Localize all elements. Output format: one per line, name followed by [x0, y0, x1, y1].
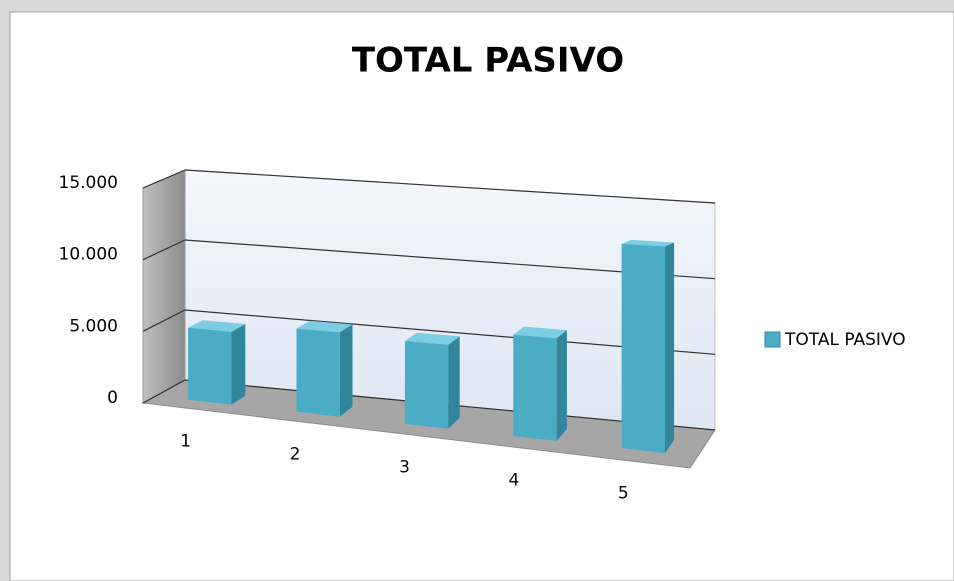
bar-side [448, 336, 460, 429]
bar-top [188, 320, 246, 332]
chart-title: TOTAL PASIVO [352, 41, 624, 81]
bar [404, 341, 449, 429]
y-tick-label: 10.000 [59, 245, 118, 265]
bar-side [665, 242, 675, 453]
bar [513, 334, 557, 441]
legend-swatch [764, 331, 781, 348]
grid-line [142, 169, 186, 189]
grid-line [184, 169, 716, 204]
bar-top [404, 332, 460, 345]
bar [188, 327, 232, 405]
x-tick-label: 1 [180, 432, 191, 452]
y-tick-label: 0 [107, 388, 118, 408]
grid-line [142, 239, 186, 261]
grid-line [142, 379, 186, 404]
y-tick-label: 5.000 [69, 316, 118, 336]
bar-top [296, 320, 353, 333]
bar-side [339, 324, 353, 417]
bar [621, 244, 665, 453]
side-wall [142, 169, 186, 404]
bar-side [556, 330, 567, 441]
x-tick-label: 2 [290, 445, 301, 465]
bar-top [513, 326, 567, 339]
x-tick-label: 3 [399, 458, 410, 478]
y-tick-label: 15.000 [59, 173, 118, 193]
legend-label: TOTAL PASIVO [784, 330, 906, 350]
bar-side [231, 324, 246, 405]
x-tick-label: 5 [618, 484, 629, 504]
grid-line [142, 309, 186, 332]
bar [296, 328, 340, 417]
bar-top [621, 239, 675, 247]
x-tick-label: 4 [508, 471, 519, 491]
